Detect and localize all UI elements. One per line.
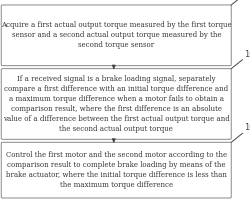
Text: If a received signal is a brake loading signal, separately
compare a first diffe: If a received signal is a brake loading … <box>3 75 230 133</box>
Text: Control the first motor and the second motor according to the
comparison result : Control the first motor and the second m… <box>6 151 227 189</box>
FancyBboxPatch shape <box>1 69 231 139</box>
FancyBboxPatch shape <box>1 5 231 66</box>
FancyBboxPatch shape <box>1 142 231 198</box>
Text: 103: 103 <box>244 123 250 132</box>
Text: Acquire a first actual output torque measured by the first torque
sensor and a s: Acquire a first actual output torque mea… <box>1 21 232 49</box>
Text: 102: 102 <box>244 50 250 59</box>
